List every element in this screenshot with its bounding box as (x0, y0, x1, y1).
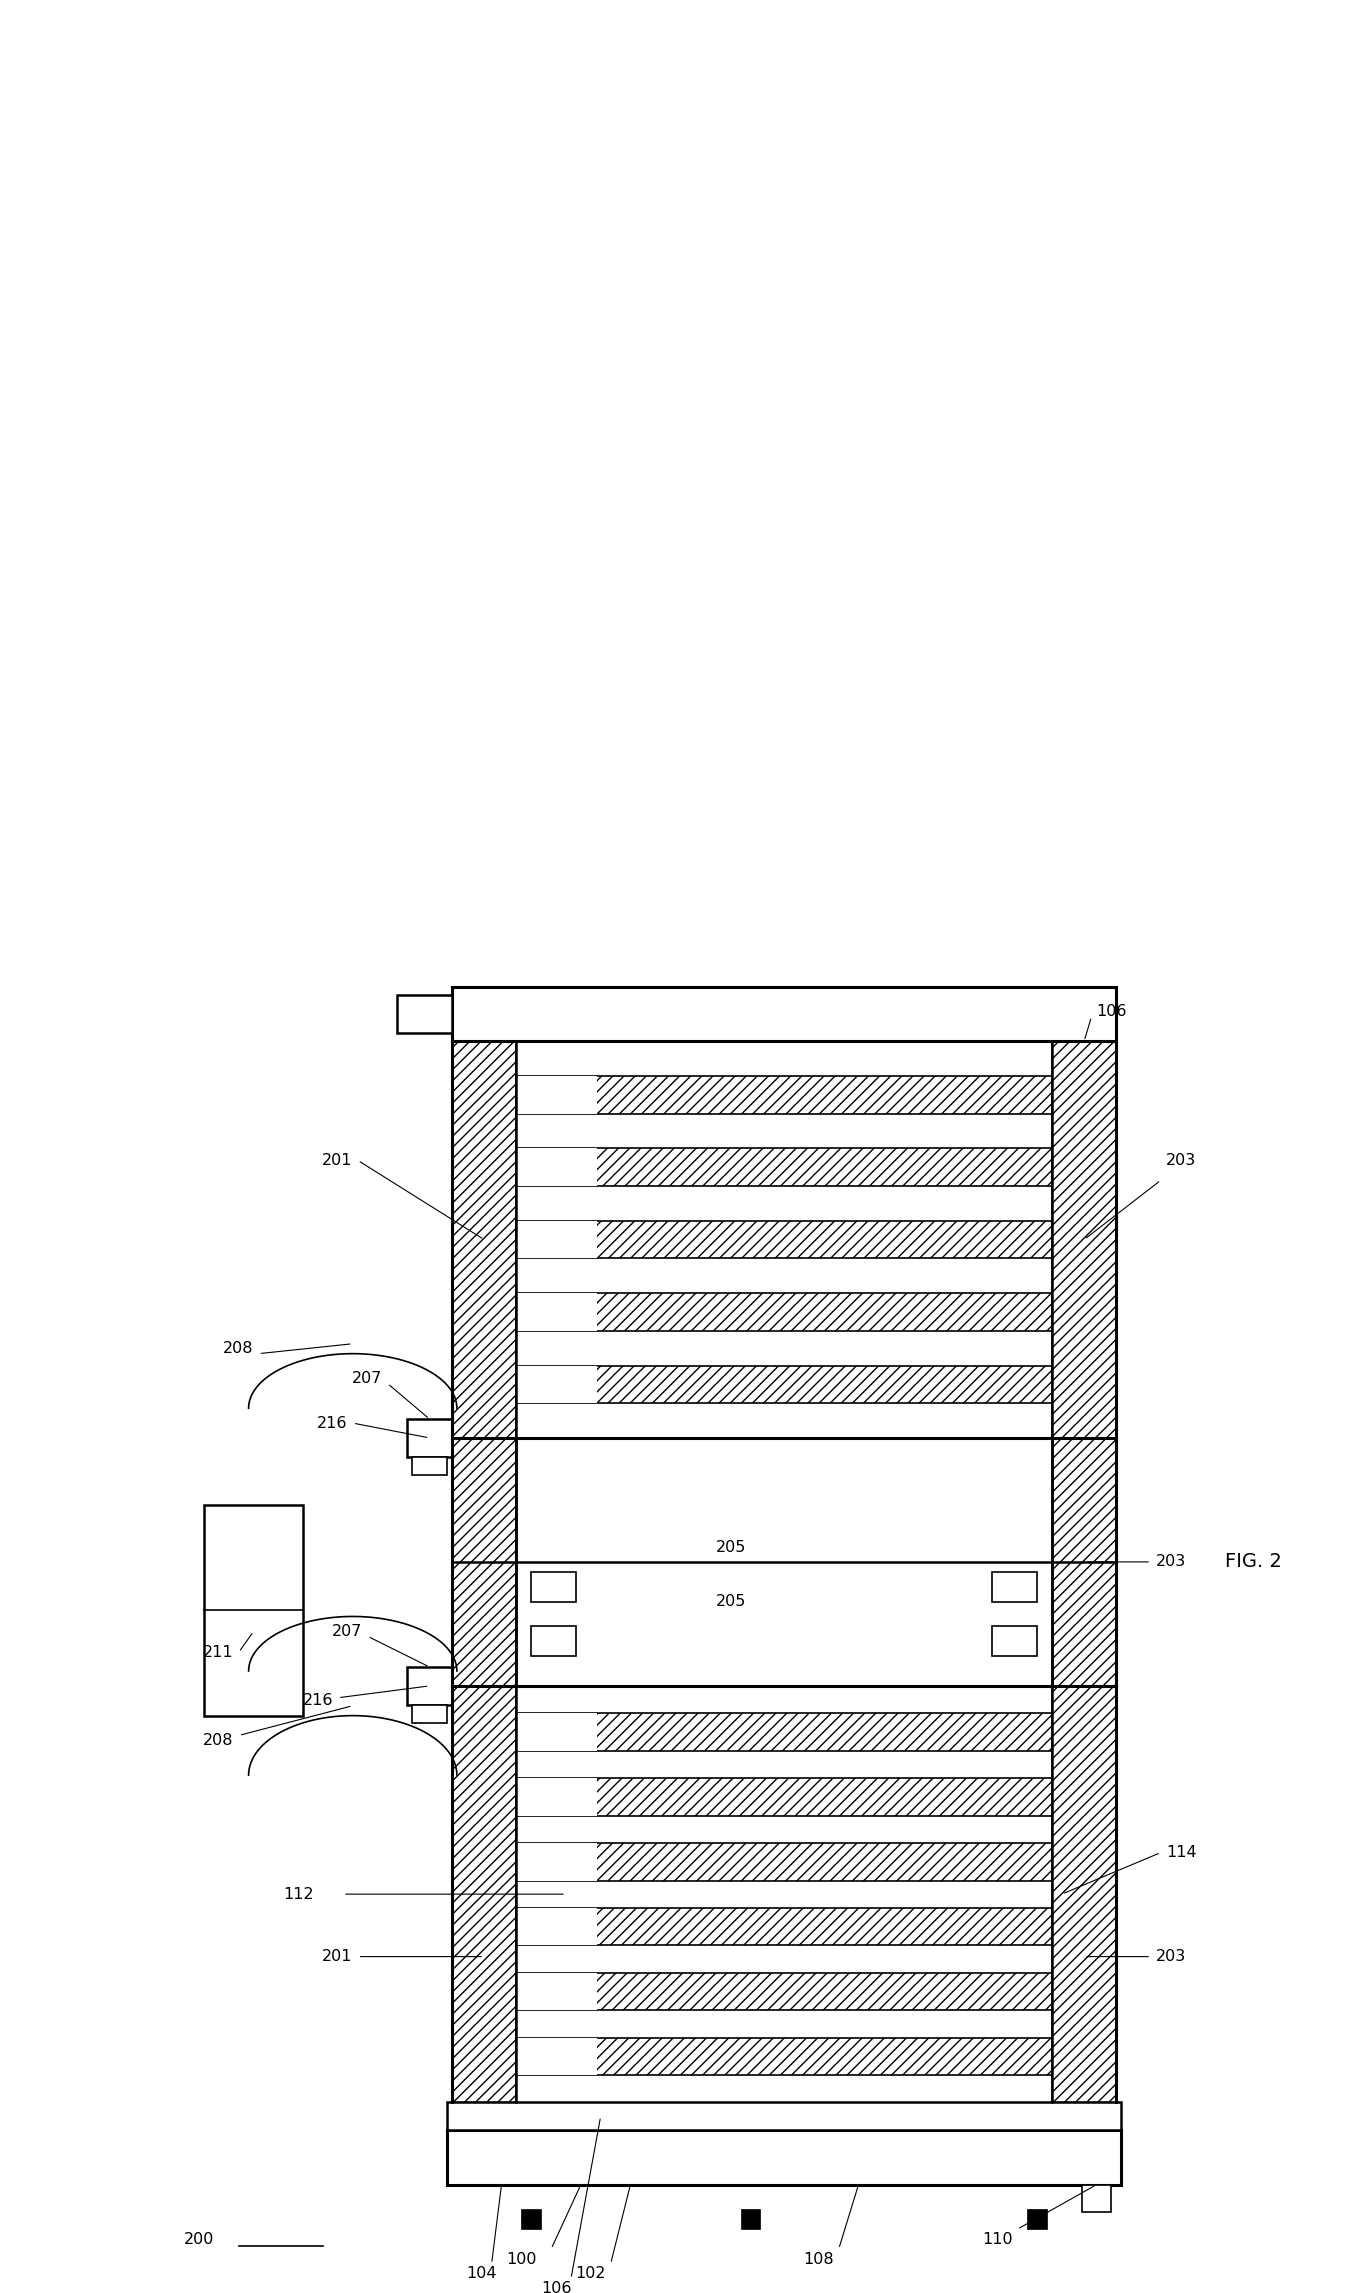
Bar (407, 1667, 452, 1704)
Bar (517, 1908, 597, 1944)
Bar (1081, 2185, 1111, 2213)
Bar (447, 2103, 1121, 2130)
Bar (517, 1713, 597, 1752)
Bar (517, 1075, 597, 1114)
Text: 110: 110 (982, 2231, 1013, 2247)
Text: 216: 216 (302, 1692, 333, 1708)
Text: 203: 203 (1156, 1949, 1186, 1965)
Bar (517, 1075, 1051, 1114)
Text: 208: 208 (203, 1734, 234, 1747)
Bar (1051, 1041, 1117, 1438)
Bar (517, 1438, 1051, 1685)
Bar (521, 2210, 541, 2229)
Bar (204, 1504, 303, 1715)
Bar (452, 1041, 517, 1438)
Bar (532, 1571, 575, 1601)
Text: 203: 203 (1156, 1555, 1186, 1568)
Bar (1051, 1438, 1117, 1685)
Text: 104: 104 (466, 2265, 496, 2282)
Bar (1051, 1685, 1117, 2103)
Bar (517, 1908, 1051, 1944)
Text: 114: 114 (1166, 1846, 1197, 1860)
Bar (517, 1844, 597, 1880)
Bar (1027, 2210, 1047, 2229)
Bar (517, 1972, 597, 2011)
Bar (407, 1419, 452, 1456)
Bar (517, 1293, 597, 1330)
Bar (412, 1456, 447, 1474)
Text: 106: 106 (1096, 1004, 1127, 1018)
Bar (447, 2130, 1121, 2185)
Text: 216: 216 (317, 1415, 348, 1431)
Bar (517, 1713, 1051, 1752)
Bar (517, 1367, 597, 1403)
Text: 102: 102 (575, 2265, 607, 2282)
Text: FIG. 2: FIG. 2 (1225, 1552, 1282, 1571)
Text: 106: 106 (541, 2282, 571, 2293)
Bar (452, 986, 1117, 1041)
Text: 208: 208 (223, 1341, 253, 1355)
Text: 211: 211 (203, 1644, 234, 1660)
Text: 205: 205 (715, 1594, 745, 1610)
Bar (517, 1149, 1051, 1185)
Bar (517, 2038, 1051, 2075)
Bar (517, 1220, 597, 1259)
Bar (517, 1777, 597, 1816)
Bar (993, 1571, 1038, 1601)
Bar (517, 1972, 1051, 2011)
Bar (412, 1704, 447, 1722)
Bar (517, 1149, 597, 1185)
Bar (517, 1220, 1051, 1259)
Text: 203: 203 (1166, 1153, 1197, 1167)
Text: 201: 201 (322, 1949, 352, 1965)
Bar (452, 1438, 517, 1685)
Bar (517, 1777, 1051, 1816)
Bar (397, 995, 452, 1034)
Text: 205: 205 (715, 1539, 745, 1555)
Text: 201: 201 (322, 1153, 352, 1167)
Text: 112: 112 (283, 1887, 314, 1901)
Bar (993, 1626, 1038, 1656)
Text: 207: 207 (352, 1371, 382, 1385)
Bar (532, 1626, 575, 1656)
Bar (517, 2038, 597, 2075)
Bar (741, 2210, 760, 2229)
Text: 108: 108 (804, 2252, 834, 2265)
Text: 207: 207 (332, 1623, 363, 1639)
Text: 100: 100 (506, 2252, 537, 2265)
Bar (517, 1367, 1051, 1403)
Bar (452, 1685, 517, 2103)
Text: 200: 200 (184, 2231, 215, 2247)
Bar (517, 1844, 1051, 1880)
Bar (517, 1293, 1051, 1330)
